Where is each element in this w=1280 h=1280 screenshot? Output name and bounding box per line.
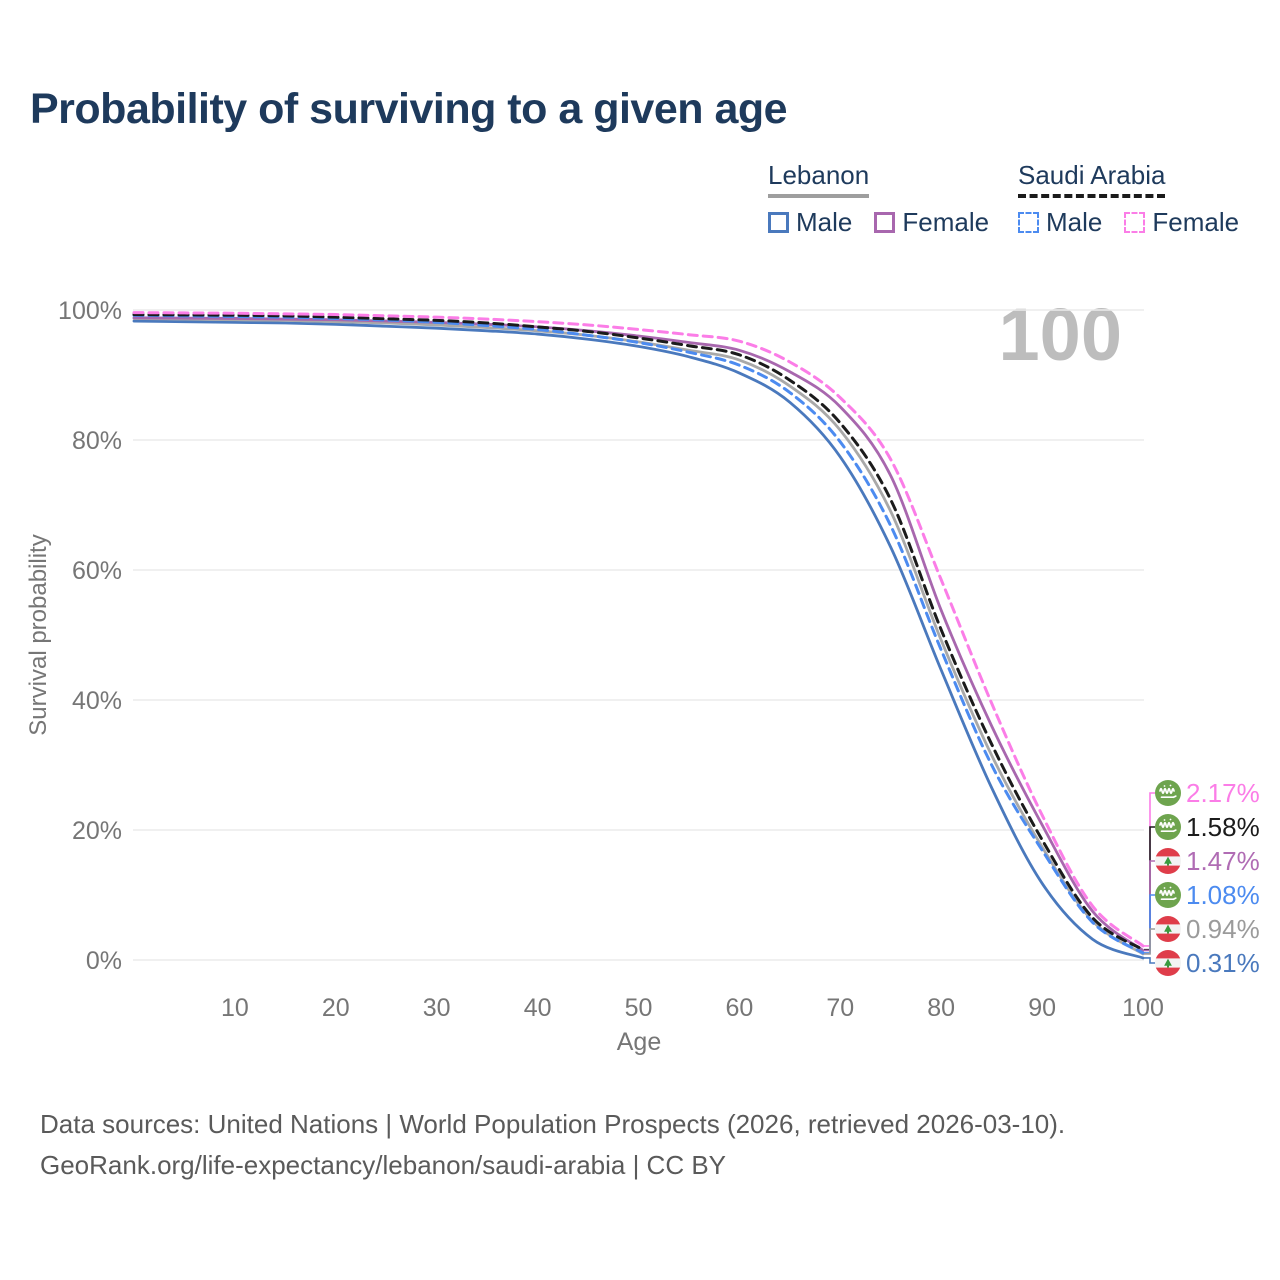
legend-item-lebanon-female-label: Female	[902, 207, 990, 237]
x-tick-label: 90	[1028, 994, 1056, 1022]
lebanon-flag-icon	[1155, 950, 1181, 976]
saudi-arabia-flag-icon	[1154, 779, 1182, 807]
series-line-lebanon-male	[132, 319, 1145, 960]
legend-country-lebanon-label: Lebanon	[768, 160, 870, 190]
series-lines	[132, 311, 1145, 960]
y-tick-label: 40%	[72, 687, 122, 715]
y-tick-label: 0%	[86, 947, 122, 975]
connector-saudi-male	[1144, 894, 1155, 954]
series-line-saudi-male	[132, 313, 1145, 955]
end-label-saudi-female: 2.17%	[1186, 778, 1260, 808]
legend-item-saudi-female-label: Female	[1152, 207, 1240, 237]
x-axis-tick-labels: 10 20 30 40 50 60 70 80 90 100	[221, 994, 1164, 1022]
end-label-lebanon-all: 0.94%	[1186, 914, 1260, 944]
x-tick-label: 80	[927, 994, 955, 1022]
x-tick-label: 30	[423, 994, 451, 1022]
connector-lebanon-male	[1144, 957, 1155, 964]
x-tick-label: 20	[322, 994, 350, 1022]
saudi-arabia-flag-icon	[1154, 881, 1182, 909]
lebanon-flag-icon	[1155, 916, 1181, 942]
y-tick-label: 60%	[72, 557, 122, 585]
legend-item-lebanon-female[interactable]: Female	[874, 207, 989, 238]
end-label-lebanon-female: 1.47%	[1186, 846, 1260, 876]
legend-country-saudi-arabia-label: Saudi Arabia	[1018, 160, 1166, 190]
y-tick-label: 80%	[72, 427, 122, 455]
attribution-line: GeoRank.org/life-expectancy/lebanon/saud…	[40, 1150, 727, 1180]
saudi-male-swatch-icon	[1018, 212, 1039, 233]
gridlines	[133, 309, 1144, 961]
legend-item-saudi-male[interactable]: Male	[1018, 207, 1102, 238]
legend-country-saudi-arabia[interactable]: Saudi Arabia	[1018, 160, 1166, 198]
series-line-lebanon-female	[132, 316, 1145, 952]
page-title: Probability of surviving to a given age	[30, 85, 788, 133]
series-line-saudi-female	[132, 311, 1145, 948]
lebanon-male-swatch-icon	[768, 212, 789, 233]
saudi-female-swatch-icon	[1124, 212, 1146, 233]
x-tick-label: 70	[826, 994, 854, 1022]
end-label-lebanon-male: 0.31%	[1186, 948, 1260, 978]
hover-age-watermark: 100	[999, 293, 1122, 376]
series-line-saudi-all	[132, 313, 1145, 952]
y-axis-tick-labels: 0% 20% 40% 60% 80% 100%	[58, 297, 122, 975]
series-line-lebanon-all	[132, 317, 1145, 956]
legend-items-lebanon: Male Female	[768, 207, 989, 238]
legend-item-lebanon-male[interactable]: Male	[768, 207, 852, 238]
legend-country-lebanon[interactable]: Lebanon	[768, 160, 870, 198]
legend-item-lebanon-male-label: Male	[796, 207, 853, 237]
x-tick-label: 10	[221, 994, 249, 1022]
legend-group-saudi-arabia: Saudi Arabia Male Female	[1018, 160, 1239, 238]
legend-item-saudi-male-label: Male	[1046, 207, 1103, 237]
x-tick-label: 60	[725, 994, 753, 1022]
data-sources-line: Data sources: United Nations | World Pop…	[40, 1109, 1066, 1139]
lebanon-flag-icon	[1155, 848, 1181, 874]
footer: Data sources: United Nations | World Pop…	[40, 1104, 1065, 1186]
x-axis-title: Age	[617, 1028, 661, 1056]
legend-items-saudi-arabia: Male Female	[1018, 207, 1239, 238]
y-tick-label: 100%	[58, 297, 122, 325]
end-label-saudi-all: 1.58%	[1186, 812, 1260, 842]
y-axis-title: Survival probability	[25, 534, 52, 735]
saudi-arabia-flag-icon	[1154, 813, 1182, 841]
legend-group-lebanon: Lebanon Male Female	[768, 160, 989, 238]
end-label-saudi-male: 1.08%	[1186, 880, 1260, 910]
y-tick-label: 20%	[72, 817, 122, 845]
lebanon-female-swatch-icon	[874, 212, 896, 233]
legend-item-saudi-female[interactable]: Female	[1124, 207, 1239, 238]
connector-lebanon-all	[1144, 928, 1155, 955]
x-tick-label: 40	[524, 994, 552, 1022]
x-tick-label: 50	[625, 994, 653, 1022]
end-labels: 2.17% 1.58% 1.47% 1.08% 0.94% 0.31%	[1144, 778, 1260, 978]
x-tick-label: 100	[1122, 994, 1164, 1022]
